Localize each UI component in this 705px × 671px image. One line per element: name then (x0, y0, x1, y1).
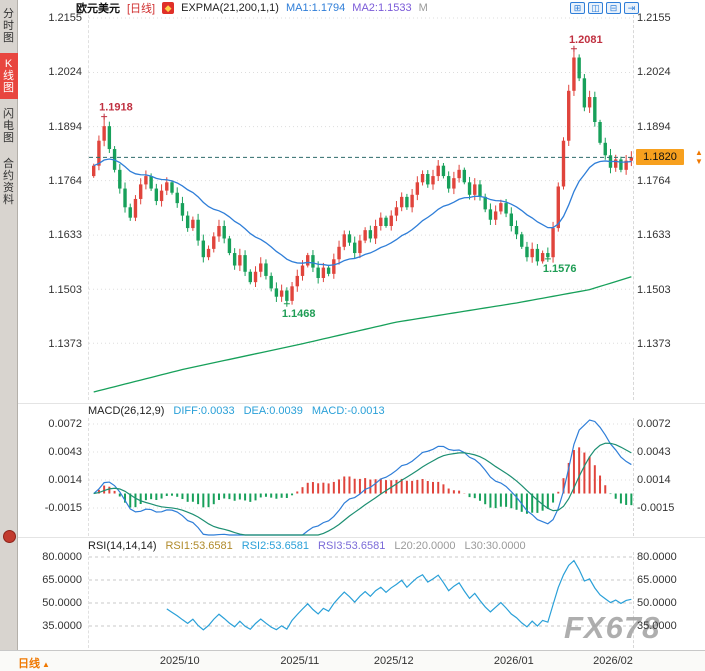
macd-header: MACD(26,12,9) DIFF:0.0033 DEA:0.0039 MAC… (88, 404, 385, 417)
axis-label: 1.2024 (48, 66, 82, 79)
axis-label: 1.2024 (637, 66, 671, 79)
axis-label: 1.2155 (637, 12, 671, 24)
m-label: M (418, 1, 428, 14)
axis-label: 1.2155 (48, 12, 82, 24)
layout-grid-icon[interactable]: ⊞ (570, 2, 585, 14)
sidebar-tab-lightning-chart[interactable]: 闪电图 (0, 103, 18, 149)
sidebar-tab-label: 闪电图 (3, 108, 14, 144)
axis-label: 1.1503 (637, 283, 671, 296)
x-axis-bar: 日线 ▲ 2025/10 2025/11 2025/12 2026/01 2026/02 (0, 650, 705, 671)
chart-header: 欧元美元 [日线] ◆ EXPMA(21,200,1,1) MA1:1.1794… (18, 0, 705, 15)
svg-text:1.1918: 1.1918 (99, 102, 133, 114)
axis-label: 1.1764 (637, 174, 671, 187)
axis-label: 0.0072 (637, 418, 671, 430)
sidebar-tab-label: 合约资料 (3, 158, 14, 206)
macd-dea-value: DEA:0.0039 (243, 404, 303, 417)
svg-text:1.2081: 1.2081 (569, 34, 603, 46)
rsi-title[interactable]: RSI(14,14,14) (88, 539, 157, 552)
period-selector-label: 日线 (18, 658, 40, 670)
x-axis-label: 2026/02 (593, 655, 633, 667)
axis-label: 35.0000 (637, 620, 677, 632)
axis-label: 1.1373 (637, 337, 671, 350)
layout-columns-icon[interactable]: ◫ (588, 2, 603, 14)
rsi-chart[interactable] (89, 552, 633, 648)
macd-panel (88, 418, 634, 536)
price-alert-arrows[interactable]: ▲ ▼ (694, 148, 704, 166)
svg-text:1.1576: 1.1576 (543, 263, 577, 275)
axis-label: 1.1894 (637, 120, 671, 133)
period-selector[interactable]: 日线 ▲ (18, 655, 50, 671)
panel-divider (18, 537, 705, 538)
axis-label: 0.0043 (637, 446, 671, 458)
axis-label: -0.0015 (44, 502, 82, 514)
x-axis-label: 2025/10 (159, 655, 200, 667)
x-axis-label: 2025/11 (280, 655, 320, 667)
main-chart-panel: 1.1918 1.2081 1.1468 1.1576 (88, 15, 634, 400)
alert-down-icon[interactable]: ▼ (695, 157, 703, 167)
sidebar-tool-icon[interactable] (3, 530, 16, 543)
sidebar-tab-contract-info[interactable]: 合约资料 (0, 153, 18, 211)
macd-hist-value: MACD:-0.0013 (311, 404, 385, 417)
panel-divider (18, 403, 705, 404)
left-sidebar: 分时图 K线图 闪电图 合约资料 (0, 0, 18, 650)
site-logo-icon: ◆ (162, 1, 175, 14)
axis-label: 1.1503 (48, 283, 82, 296)
axis-label: 35.0000 (42, 620, 82, 632)
axis-label: 1.1764 (48, 174, 82, 187)
rsi-panel (88, 552, 634, 648)
axis-label: 1.1373 (48, 337, 82, 350)
axis-label: 80.0000 (42, 551, 82, 563)
symbol-name: 欧元美元 (76, 2, 120, 15)
rsi1-value: RSI1:53.6581 (165, 539, 233, 552)
axis-label: 80.0000 (637, 551, 677, 563)
main-candlestick-chart[interactable]: 1.1918 1.2081 1.1468 1.1576 (89, 15, 633, 400)
axis-label: 65.0000 (637, 574, 677, 586)
axis-label: 50.0000 (42, 597, 82, 609)
sidebar-tab-time-chart[interactable]: 分时图 (0, 3, 18, 49)
rsi2-value: RSI2:53.6581 (241, 539, 310, 552)
axis-label: 0.0014 (637, 474, 671, 486)
axis-label: 1.1633 (637, 229, 671, 242)
x-axis-label: 2026/01 (493, 655, 534, 667)
indicator-label[interactable]: EXPMA(21,200,1,1) (181, 1, 279, 14)
alert-up-icon[interactable]: ▲ (695, 148, 703, 158)
current-price-tag: 1.1820 (636, 149, 684, 166)
macd-chart[interactable] (89, 418, 633, 536)
axis-label: 0.0072 (48, 418, 82, 430)
rsi3-value: RSI3:53.6581 (318, 539, 386, 552)
axis-label: 0.0014 (48, 474, 82, 486)
sidebar-tab-label: 分时图 (3, 8, 14, 44)
axis-label: -0.0015 (637, 502, 675, 514)
axis-label: 1.1633 (48, 229, 82, 242)
layout-rows-icon[interactable]: ⊟ (606, 2, 621, 14)
collapse-panel-icon[interactable]: ⇥ (624, 2, 639, 14)
macd-diff-value: DIFF:0.0033 (173, 404, 235, 417)
axis-label: 1.1894 (48, 120, 82, 133)
macd-title[interactable]: MACD(26,12,9) (88, 404, 165, 417)
ma2-value: MA2:1.1533 (352, 1, 412, 14)
chevron-up-icon: ▲ (42, 660, 50, 669)
svg-text:1.1468: 1.1468 (282, 308, 316, 320)
x-axis-label: 2025/12 (373, 655, 414, 667)
axis-label: 65.0000 (42, 574, 82, 586)
sidebar-tab-kline-chart[interactable]: K线图 (0, 53, 18, 99)
window-controls: ⊞ ◫ ⊟ ⇥ (570, 2, 639, 14)
axis-label: 0.0043 (48, 446, 82, 458)
axis-label: 50.0000 (637, 597, 677, 609)
rsi-l30-value: L30:30.0000 (464, 539, 526, 552)
ma1-value: MA1:1.1794 (285, 1, 346, 14)
rsi-l20-value: L20:20.0000 (394, 539, 456, 552)
rsi-header: RSI(14,14,14) RSI1:53.6581 RSI2:53.6581 … (88, 539, 526, 552)
period-tag[interactable]: [日线] (127, 2, 156, 15)
sidebar-tab-label: K线图 (3, 58, 14, 94)
